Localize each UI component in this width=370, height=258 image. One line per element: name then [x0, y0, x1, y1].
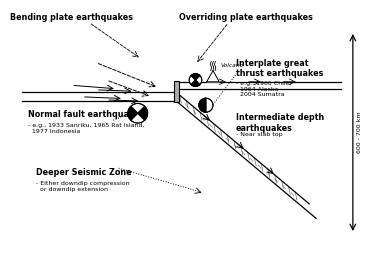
Text: Normal fault earthquakes: Normal fault earthquakes [28, 110, 144, 119]
Circle shape [128, 103, 148, 123]
Wedge shape [191, 80, 200, 86]
Text: Overriding plate earthquakes: Overriding plate earthquakes [179, 13, 313, 22]
Text: Bending plate earthquakes: Bending plate earthquakes [10, 13, 133, 22]
Text: - e.g., 1960 Chile,
  1964 Alaska
  2004 Sumatra: - e.g., 1960 Chile, 1964 Alaska 2004 Sum… [236, 81, 291, 97]
Wedge shape [138, 106, 148, 120]
Polygon shape [207, 71, 219, 82]
Text: - Either downdip compression
  or downdip extension: - Either downdip compression or downdip … [36, 181, 130, 192]
Text: Volcano: Volcano [221, 63, 244, 68]
Text: 600 - 700 km: 600 - 700 km [357, 112, 362, 153]
Text: Deeper Seismic Zone: Deeper Seismic Zone [36, 168, 132, 177]
Circle shape [189, 74, 202, 86]
Text: Interplate great
thrust earthquakes: Interplate great thrust earthquakes [236, 59, 323, 78]
Text: - e.g., 1933 Sanriku, 1965 Rat Island,
  1977 Indonesia: - e.g., 1933 Sanriku, 1965 Rat Island, 1… [28, 123, 144, 133]
Text: - Near slab top: - Near slab top [236, 132, 282, 137]
Wedge shape [191, 74, 200, 80]
Circle shape [199, 98, 213, 112]
Text: Intermediate depth
earthquakes: Intermediate depth earthquakes [236, 113, 324, 133]
Wedge shape [128, 106, 138, 120]
Wedge shape [199, 98, 206, 112]
Bar [174, 81, 179, 102]
